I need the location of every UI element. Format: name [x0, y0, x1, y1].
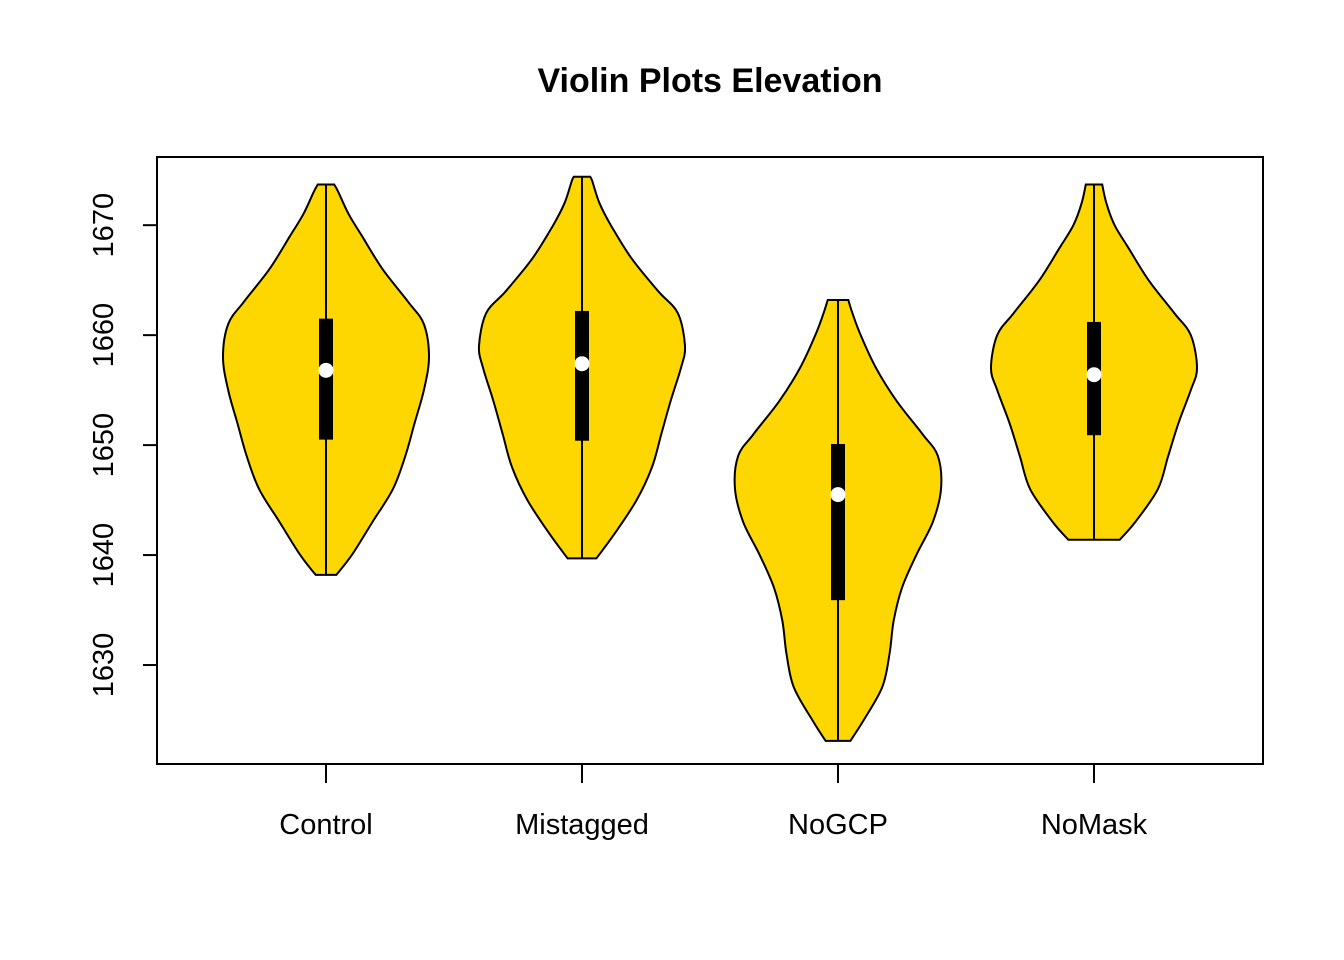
y-tick-label: 1650 — [88, 413, 120, 478]
violin-median-dot — [574, 356, 590, 372]
violin-iqr-box — [575, 310, 589, 441]
violin-iqr-box — [831, 444, 845, 601]
y-tick-label: 1660 — [88, 303, 120, 368]
chart-title: Violin Plots Elevation — [537, 62, 882, 100]
violin-nomask — [989, 183, 1199, 541]
y-tick-label: 1640 — [88, 523, 120, 588]
y-axis: 1630 1640 1650 1660 1670 — [88, 193, 158, 698]
violin-median-dot — [318, 362, 334, 378]
x-tick-label: Control — [279, 809, 373, 841]
violins-layer — [221, 175, 1199, 742]
violin-median-dot — [830, 487, 846, 503]
violin-mistagged — [477, 175, 687, 560]
x-axis: Control Mistagged NoGCP NoMask — [279, 764, 1148, 841]
x-tick-label: NoGCP — [788, 809, 888, 841]
violin-median-dot — [1086, 367, 1102, 383]
x-tick-label: NoMask — [1041, 809, 1148, 841]
violin-iqr-box — [319, 318, 333, 440]
y-tick-label: 1670 — [88, 193, 120, 258]
violin-nogcp — [733, 299, 943, 742]
violin-control — [221, 183, 431, 576]
x-tick-label: Mistagged — [515, 809, 649, 841]
y-tick-label: 1630 — [88, 633, 120, 698]
